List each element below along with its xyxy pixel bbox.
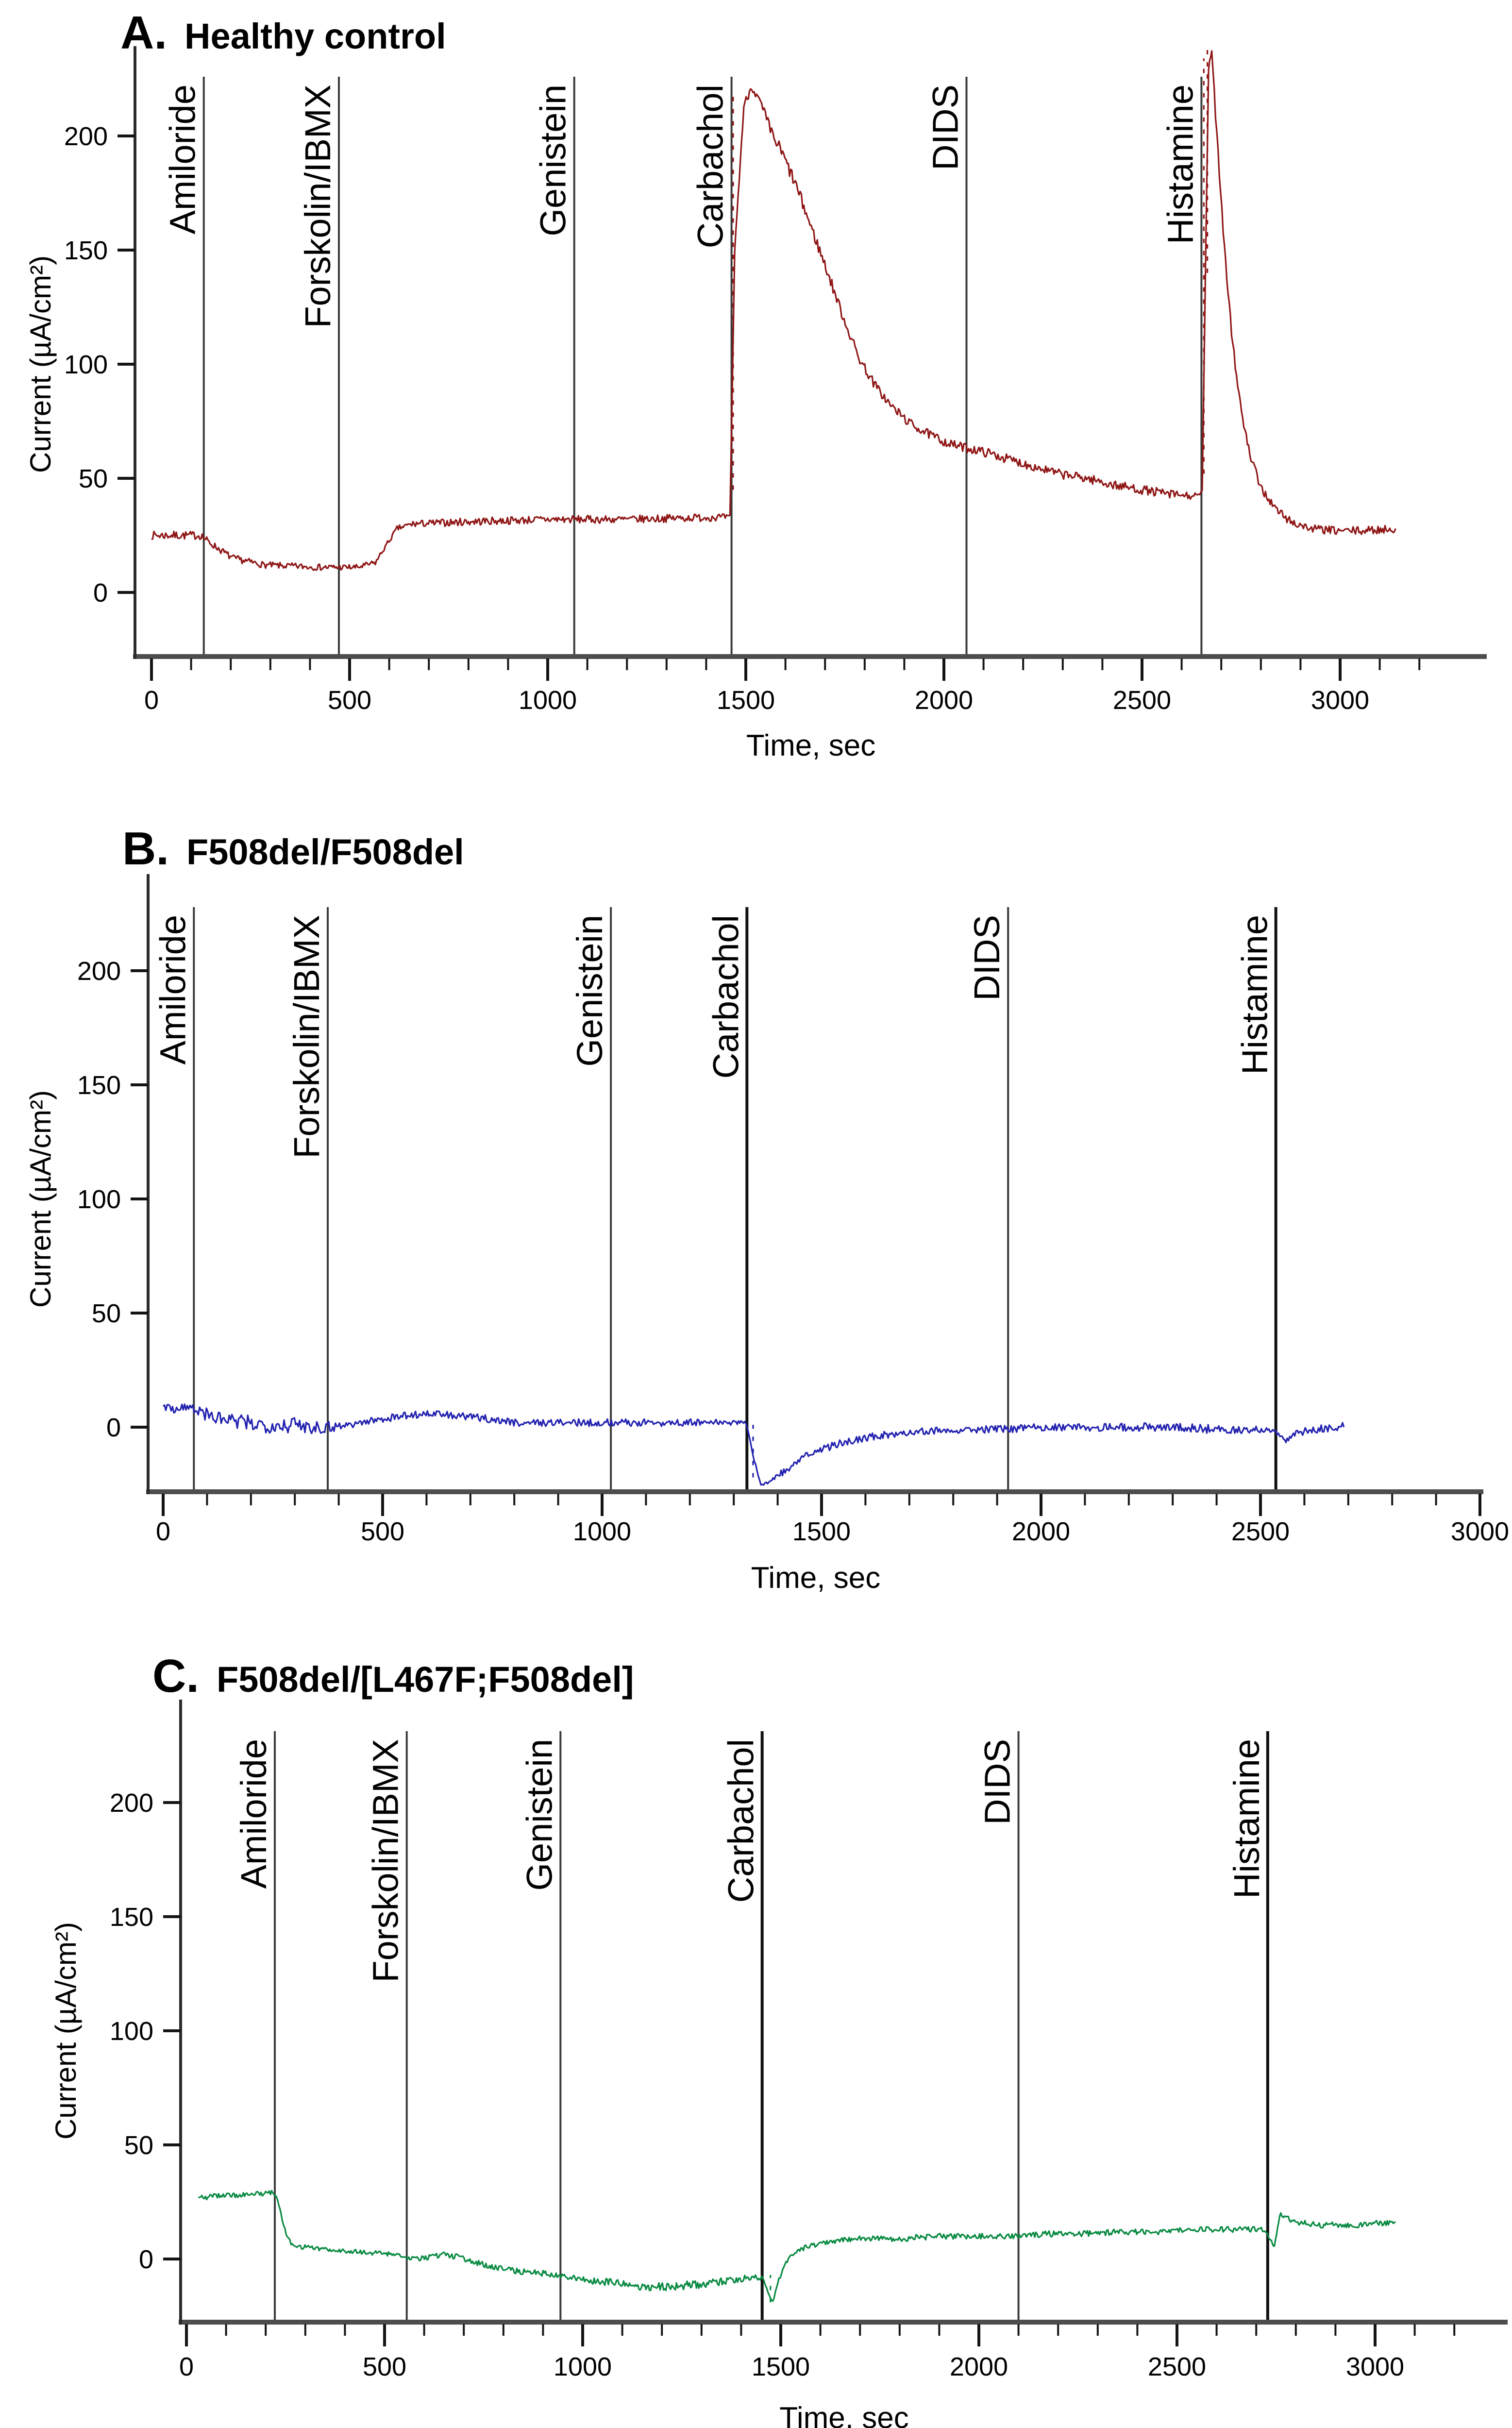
y-axis-label-b: Current (µA/cm²) [24, 1090, 57, 1308]
y-axis-label-c: Current (µA/cm²) [50, 1922, 82, 2140]
x-tick-label: 500 [328, 686, 371, 715]
drug-label-histamine: Histamine [1226, 1739, 1267, 1899]
drug-label-forskolin-ibmx: Forskolin/IBMX [366, 1739, 406, 1983]
y-tick-label: 200 [77, 957, 121, 986]
drug-label-dids: DIDS [977, 1739, 1018, 1825]
drug-label-amiloride: Amiloride [163, 84, 203, 234]
panel-c-group: Amiloride Forskolin/IBMX Genistein Carbacho… [50, 1700, 1508, 2428]
x-tick-label: 2500 [1148, 2352, 1206, 2381]
drug-label-dids: DIDS [925, 84, 966, 170]
drug-label-forskolin-ibmx: Forskolin/IBMX [298, 84, 338, 328]
drug-label-carbachol: Carbachol [690, 84, 731, 248]
y-tick-label: 100 [77, 1185, 121, 1214]
y-tick-label: 100 [64, 350, 108, 379]
x-tick-label: 0 [179, 2352, 194, 2381]
x-tick-label: 2000 [915, 686, 973, 715]
x-tick-label: 3000 [1346, 2352, 1404, 2381]
x-axis-label-a: Time, sec [746, 729, 875, 762]
y-tick-label: 0 [93, 578, 108, 607]
trace-b [163, 1403, 1345, 1486]
trace-a [151, 50, 1396, 571]
x-tick-label: 0 [144, 686, 159, 715]
x-axis-label-c: Time, sec [779, 2401, 908, 2428]
panel-c-title: C. F508del/[L467F;F508del] [152, 1653, 634, 1700]
drug-label-genistein: Genistein [533, 84, 573, 236]
y-tick-label: 150 [110, 1903, 153, 1932]
x-tick-label: 2500 [1231, 1517, 1290, 1546]
drug-label-amiloride: Amiloride [152, 915, 193, 1064]
panel-b-letter: B. [122, 823, 169, 875]
y-tick-label: 50 [79, 464, 108, 493]
y-tick-label: 50 [124, 2131, 153, 2160]
drug-label-carbachol: Carbachol [721, 1739, 761, 1903]
panel-c-name: F508del/[L467F;F508del] [217, 1659, 634, 1700]
x-tick-label: 500 [361, 1517, 404, 1546]
x-tick-label: 3000 [1451, 1517, 1509, 1546]
drug-label-forskolin-ibmx: Forskolin/IBMX [286, 915, 327, 1159]
drug-label-dids: DIDS [967, 915, 1007, 1001]
x-tick-label: 1500 [717, 686, 775, 715]
drug-label-histamine: Histamine [1160, 84, 1200, 244]
drug-label-genistein: Genistein [519, 1739, 559, 1891]
panel-b-title: B. F508del/F508del [122, 826, 464, 872]
panel-b-group: Amiloride Forskolin/IBMX Genistein Carbacho… [24, 874, 1509, 1595]
drug-label-carbachol: Carbachol [706, 915, 746, 1079]
panel-a-name: Healthy control [185, 16, 446, 56]
x-tick-label: 3000 [1311, 686, 1369, 715]
panel-a-letter: A. [120, 7, 167, 59]
y-tick-label: 0 [106, 1413, 121, 1442]
x-tick-label: 1000 [573, 1517, 631, 1546]
x-axis-label-b: Time, sec [751, 1561, 880, 1595]
y-tick-label: 150 [77, 1071, 121, 1100]
x-tick-label: 1500 [792, 1517, 851, 1546]
drug-label-amiloride: Amiloride [234, 1739, 274, 1888]
y-tick-label: 200 [110, 1788, 153, 1818]
x-tick-label: 1000 [519, 686, 577, 715]
panel-b-name: F508del/F508del [186, 832, 464, 872]
x-tick-label: 1000 [554, 2352, 612, 2381]
x-tick-label: 2500 [1113, 686, 1171, 715]
panel-c-letter: C. [152, 1650, 199, 1702]
y-tick-label: 150 [64, 236, 108, 265]
drug-label-histamine: Histamine [1235, 915, 1275, 1075]
x-tick-label: 0 [156, 1517, 170, 1546]
x-tick-label: 500 [363, 2352, 406, 2381]
panel-a-title: A. Healthy control [120, 10, 446, 56]
y-tick-label: 50 [92, 1299, 121, 1328]
x-tick-label: 2000 [950, 2352, 1008, 2381]
y-axis-label-a: Current (µA/cm²) [24, 255, 57, 473]
trace-c [198, 2190, 1396, 2302]
y-tick-label: 200 [64, 122, 108, 151]
x-tick-label: 2000 [1012, 1517, 1070, 1546]
y-tick-label: 0 [139, 2245, 153, 2274]
panel-a-group: Amiloride Forskolin/IBMX Genistein Carbacho… [24, 45, 1487, 762]
y-tick-label: 100 [110, 2017, 153, 2046]
x-tick-label: 1500 [752, 2352, 810, 2381]
drug-label-genistein: Genistein [570, 915, 610, 1067]
